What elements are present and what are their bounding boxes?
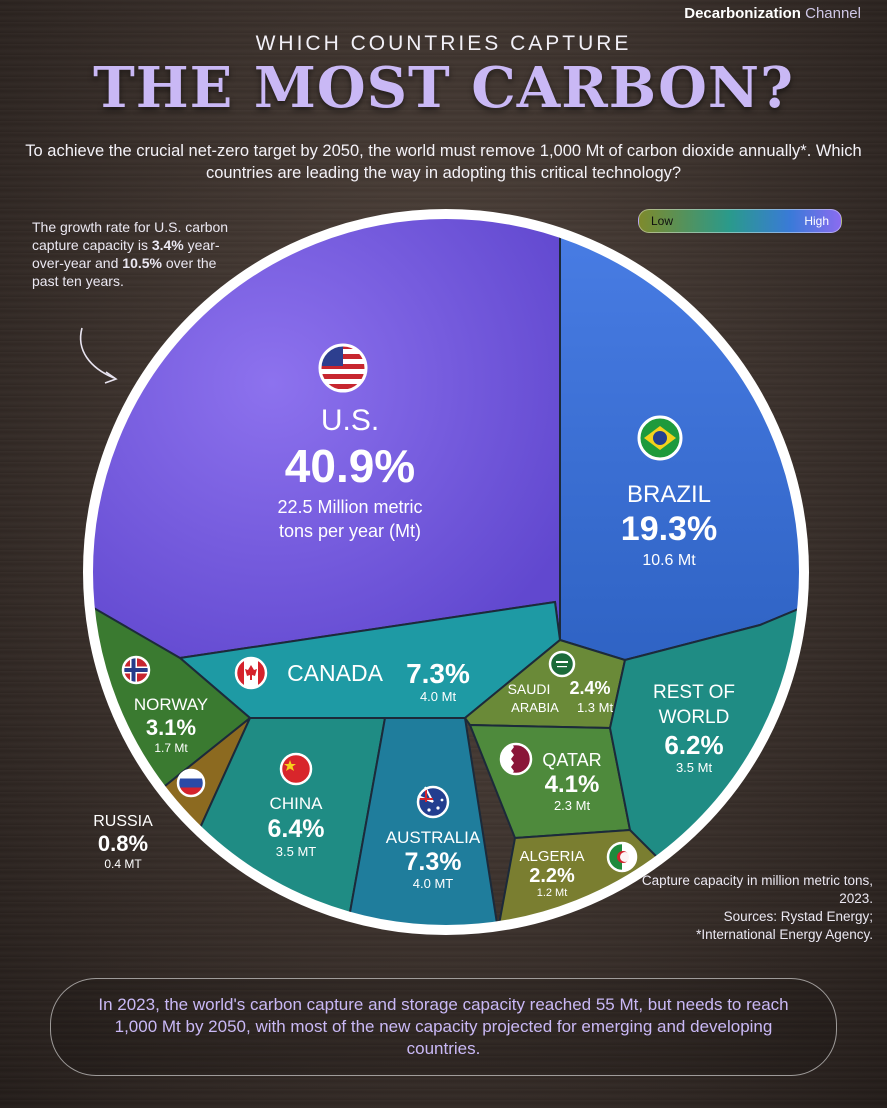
label-brazil-mt: 10.6 Mt (642, 552, 696, 569)
note-text-3: over the past ten years. (32, 255, 217, 289)
summary-text: In 2023, the world's carbon capture and … (98, 995, 789, 1058)
color-legend: Low High (638, 209, 842, 233)
us-flag-icon (318, 343, 368, 393)
footnote-sources: Sources: Rystad Energy; (723, 909, 873, 924)
page-title: THE MOST CARBON? (93, 55, 794, 121)
label-norway-name: NORWAY (134, 695, 208, 714)
label-qatar-percent: 4.1% (545, 771, 600, 798)
note-rate-10y: 10.5% (122, 255, 162, 271)
label-australia-percent: 7.3% (405, 848, 462, 876)
legend-high: High (804, 214, 829, 228)
label-australia-mt: 4.0 MT (413, 876, 454, 891)
australia-flag-icon (416, 785, 450, 819)
slice-brazil (559, 214, 804, 662)
label-canada-name: CANADA (287, 660, 384, 686)
algeria-flag-icon (606, 841, 638, 873)
label-norway-mt: 1.7 Mt (154, 741, 188, 755)
label-saudi-percent: 2.4% (569, 678, 610, 698)
label-row-name-2: WORLD (659, 707, 730, 728)
note-text-1: The growth rate for U.S. carbon capture … (32, 219, 229, 253)
label-qatar-name: QATAR (542, 750, 601, 770)
summary-box (50, 978, 837, 1076)
russia-name: RUSSIA (93, 813, 153, 830)
note-text-2: year-over-year and (32, 237, 220, 271)
footnote-iea: *International Energy Agency. (696, 927, 873, 942)
russia-flag-icon (176, 768, 206, 798)
label-saudi-name-1: SAUDI (508, 681, 551, 697)
china-flag-icon (279, 752, 313, 786)
kicker: WHICH COUNTRIES CAPTURE (255, 32, 632, 55)
qatar-flag-icon (499, 742, 533, 776)
brand-logo: Decarbonization Channel (684, 5, 861, 22)
us-growth-note: The growth rate for U.S. carbon capture … (32, 218, 232, 290)
note-rate-yoy: 3.4% (151, 237, 184, 253)
label-algeria-mt: 1.2 Mt (537, 887, 568, 899)
label-canada-mt: 4.0 Mt (420, 689, 457, 704)
brand-bold: Decarbonization (684, 5, 801, 22)
footnote-capacity: Capture capacity in million metric tons,… (641, 873, 873, 906)
brazil-flag-icon (637, 415, 683, 461)
subtitle: To achieve the crucial net-zero target b… (25, 142, 862, 182)
footnote: Capture capacity in million metric tons,… (613, 872, 873, 944)
russia-percent: 0.8% (97, 831, 149, 856)
label-brazil-percent: 19.3% (621, 510, 717, 548)
label-algeria-percent: 2.2% (529, 865, 575, 887)
label-row-name-1: REST OF (653, 682, 735, 703)
pie-rim (83, 209, 809, 935)
label-china-percent: 6.4% (268, 815, 325, 843)
slice-australia (343, 717, 500, 930)
brand-light: Channel (805, 5, 861, 22)
label-row-mt: 3.5 Mt (676, 760, 713, 775)
label-algeria-name: ALGERIA (519, 848, 584, 865)
label-saudi-name-2: ARABIA (511, 700, 559, 715)
label-canada-percent: 7.3% (406, 658, 470, 689)
label-us-name: U.S. (321, 404, 379, 437)
saudi-flag-icon (548, 650, 576, 678)
label-row-percent: 6.2% (664, 730, 723, 760)
norway-flag-icon (121, 655, 151, 685)
label-australia-name: AUSTRALIA (386, 828, 481, 847)
label-saudi-mt: 1.3 Mt (577, 700, 614, 715)
label-china-mt: 3.5 MT (276, 844, 317, 859)
label-us-percent: 40.9% (285, 440, 415, 492)
label-us-mt-2: tons per year (Mt) (279, 521, 421, 541)
russia-mt: 0.4 MT (104, 857, 142, 871)
canada-flag-icon (234, 656, 268, 690)
label-norway-percent: 3.1% (146, 715, 196, 740)
label-russia: RUSSIA 0.8% 0.4 MT (78, 813, 168, 871)
label-brazil-name: BRAZIL (627, 481, 711, 508)
label-us-mt-1: 22.5 Million metric (277, 497, 422, 517)
label-qatar-mt: 2.3 Mt (554, 798, 591, 813)
curved-arrow-icon (79, 327, 118, 384)
legend-low: Low (651, 214, 674, 228)
label-china-name: CHINA (270, 794, 324, 813)
